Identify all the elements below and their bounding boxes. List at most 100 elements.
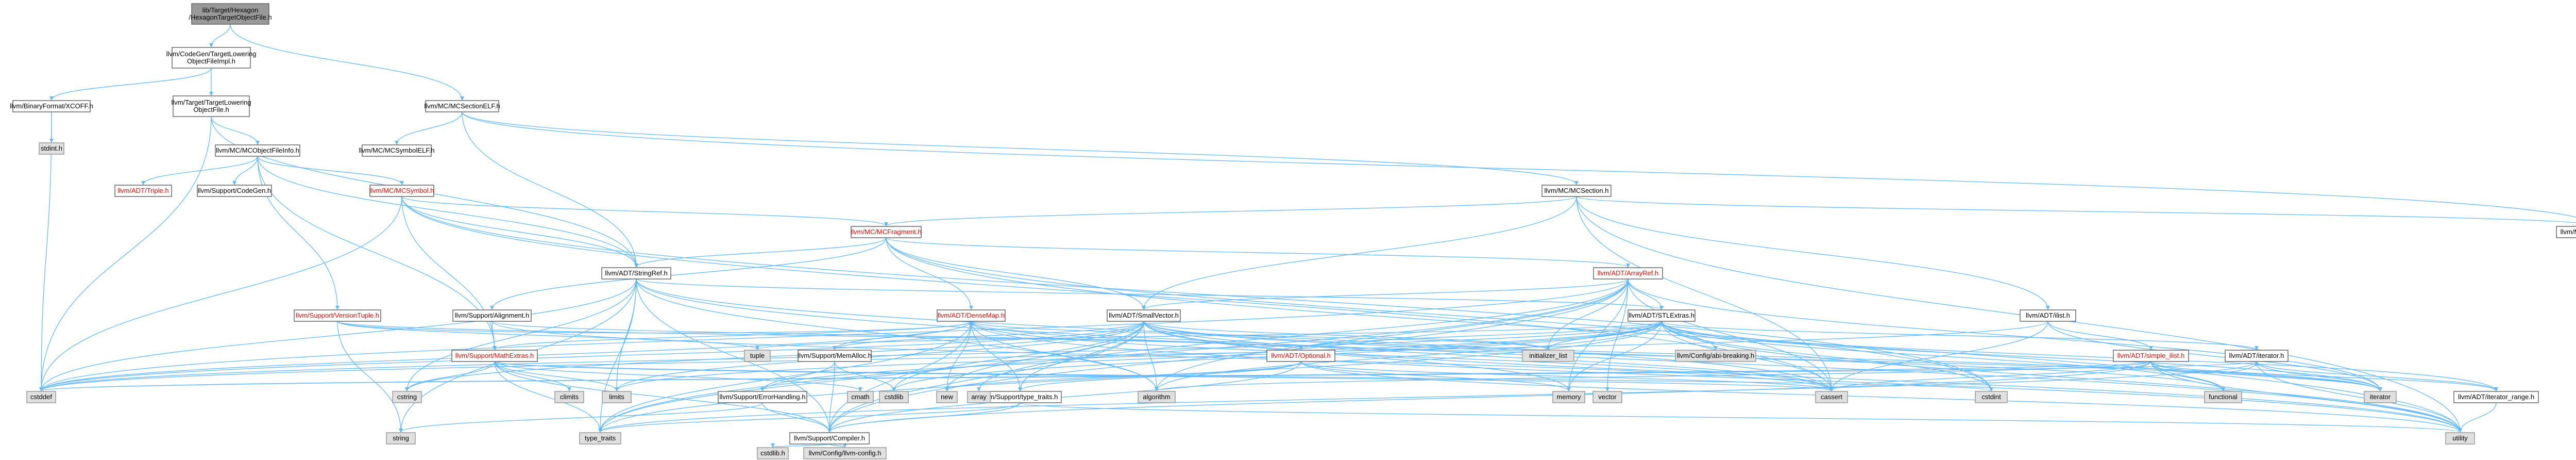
node-label: llvm/Support/type_traits.h <box>982 393 1058 401</box>
include-edge <box>834 361 896 391</box>
node-label: array <box>971 393 987 401</box>
node-label: cstdint <box>1981 393 2001 401</box>
node-mcofi[interactable]: llvm/MC/MCObjectFileInfo.h <box>215 144 300 157</box>
node-box <box>1815 391 1848 403</box>
node-label: iterator <box>2370 393 2391 401</box>
include-edge <box>598 321 1662 433</box>
include-edge <box>2150 361 2498 391</box>
include-edge <box>598 321 972 433</box>
node-triple[interactable]: llvm/ADT/Triple.h <box>114 185 172 197</box>
node-box <box>2020 309 2076 322</box>
node-mcselfh[interactable]: llvm/MC/MCSectionELF.h <box>424 100 500 112</box>
include-edge <box>886 237 2462 433</box>
include-edge <box>1299 321 1662 350</box>
node-stringref[interactable]: llvm/ADT/StringRef.h <box>601 267 671 280</box>
node-typetraitsllvm[interactable]: llvm/Support/type_traits.h <box>978 391 1062 403</box>
node-label: stdint.h <box>41 144 62 152</box>
node-mcsymelf[interactable]: llvm/MC/MCSymbolELF.h <box>359 144 435 157</box>
include-edge <box>405 321 1144 391</box>
include-edge <box>1661 321 2225 391</box>
node-label: llvm/MC/MCObjectFileInfo.h <box>216 146 299 154</box>
include-edge <box>2458 402 2497 433</box>
node-mathextras[interactable]: llvm/Support/MathExtras.h <box>451 350 538 362</box>
node-box <box>1675 350 1756 362</box>
include-edge <box>762 402 832 433</box>
node-codegen[interactable]: llvm/Support/CodeGen.h <box>197 185 272 197</box>
include-edge <box>2256 361 2382 391</box>
node-configabi: llvm/Config/abi-breaking.h <box>1675 350 1756 362</box>
node-stlextras[interactable]: llvm/ADT/STLExtras.h <box>1628 309 1696 322</box>
include-edge <box>2256 361 2462 433</box>
node-box <box>803 447 887 459</box>
include-edge <box>39 321 2048 391</box>
node-errorhandling[interactable]: llvm/Support/ErrorHandling.h <box>718 391 807 403</box>
include-edge <box>1143 321 2462 433</box>
node-mcsection[interactable]: llvm/MC/MCSection.h <box>1541 185 1612 197</box>
node-box <box>1975 391 2008 403</box>
node-box <box>2453 391 2539 403</box>
include-edge <box>1142 196 1577 310</box>
node-label: llvm/ADT/Triple.h <box>117 187 168 194</box>
include-edge <box>257 156 404 185</box>
node-label: limits <box>609 393 624 401</box>
node-label: llvm/ADT/Optional.h <box>1271 352 1331 359</box>
include-edge <box>755 321 1662 350</box>
node-label: llvm/ADT/simple_ilist.h <box>2117 352 2185 359</box>
node-cstdlibh: cstdlib.h <box>757 447 789 459</box>
node-xcoff[interactable]: llvm/BinaryFormat/XCOFF.h <box>10 100 93 112</box>
node-label: llvm/ADT/SmallVector.h <box>1109 311 1179 319</box>
node-cassert: cassert <box>1815 391 1848 403</box>
node-box <box>39 142 64 155</box>
node-box <box>798 350 872 362</box>
node-box <box>2204 391 2242 403</box>
node-label: llvm/Config/llvm-config.h <box>809 449 882 457</box>
include-edge <box>771 443 830 448</box>
node-ilist[interactable]: llvm/ADT/ilist.h <box>2020 309 2076 322</box>
node-arrayref[interactable]: llvm/ADT/ArrayRef.h <box>1593 267 1663 280</box>
node-mcfragment[interactable]: llvm/MC/MCFragment.h <box>851 226 922 238</box>
node-label: cstdlib <box>885 393 904 401</box>
include-edge <box>405 361 495 391</box>
node-root[interactable]: lib/Target/Hexagon/HexagonTargetObjectFi… <box>189 3 272 25</box>
node-box <box>197 185 272 197</box>
node-cstdlib: cstdlib <box>879 391 909 403</box>
node-label: functional <box>2209 393 2238 401</box>
node-memalloc[interactable]: llvm/Support/MemAlloc.h <box>798 350 872 362</box>
include-edge <box>462 111 2576 218</box>
node-tloi[interactable]: llvm/CodeGen/TargetLoweringObjectFileImp… <box>166 47 257 69</box>
include-edge <box>232 156 258 185</box>
node-algorithm: algorithm <box>1138 391 1176 403</box>
include-edge <box>884 196 1577 226</box>
include-edge <box>886 237 1146 310</box>
include-edge <box>2150 361 2382 391</box>
node-iteratorh[interactable]: llvm/ADT/iterator.h <box>2225 350 2289 362</box>
node-label: llvm/MC/MCFragment.h <box>851 228 921 236</box>
include-edge <box>211 116 260 145</box>
node-iteratorrange[interactable]: llvm/ADT/iterator_range.h <box>2453 391 2539 403</box>
node-compiler[interactable]: llvm/Support/Compiler.h <box>789 432 870 445</box>
node-alignment[interactable]: llvm/Support/Alignment.h <box>452 309 532 322</box>
node-label: algorithm <box>1143 393 1170 401</box>
include-edge <box>886 237 1630 268</box>
node-box <box>1552 391 1585 403</box>
include-edge <box>827 402 1021 433</box>
node-simpleilist[interactable]: llvm/ADT/simple_ilist.h <box>2113 350 2189 362</box>
node-versiontuple[interactable]: llvm/Support/VersionTuple.h <box>294 309 381 322</box>
node-cmath: cmath <box>847 391 874 403</box>
node-optional[interactable]: llvm/ADT/Optional.h <box>1266 350 1335 362</box>
edges-layer <box>39 24 2576 448</box>
node-mcsymbol[interactable]: llvm/MC/MCSymbol.h <box>369 185 434 197</box>
node-densemap[interactable]: llvm/ADT/DenseMap.h <box>937 309 1006 322</box>
include-edge <box>598 361 2257 433</box>
node-mcsectionkind[interactable]: llvm/MC/SectionKind.h <box>2556 226 2576 238</box>
include-edge <box>1628 278 1664 310</box>
node-label: string <box>393 434 409 442</box>
node-box <box>362 144 432 157</box>
node-smallvector[interactable]: llvm/ADT/SmallVector.h <box>1107 309 1181 322</box>
include-edge <box>257 156 340 310</box>
node-box <box>744 350 771 362</box>
node-box <box>789 432 870 445</box>
include-edge <box>494 361 832 433</box>
node-label: llvm/Support/MemAlloc.h <box>798 352 872 359</box>
